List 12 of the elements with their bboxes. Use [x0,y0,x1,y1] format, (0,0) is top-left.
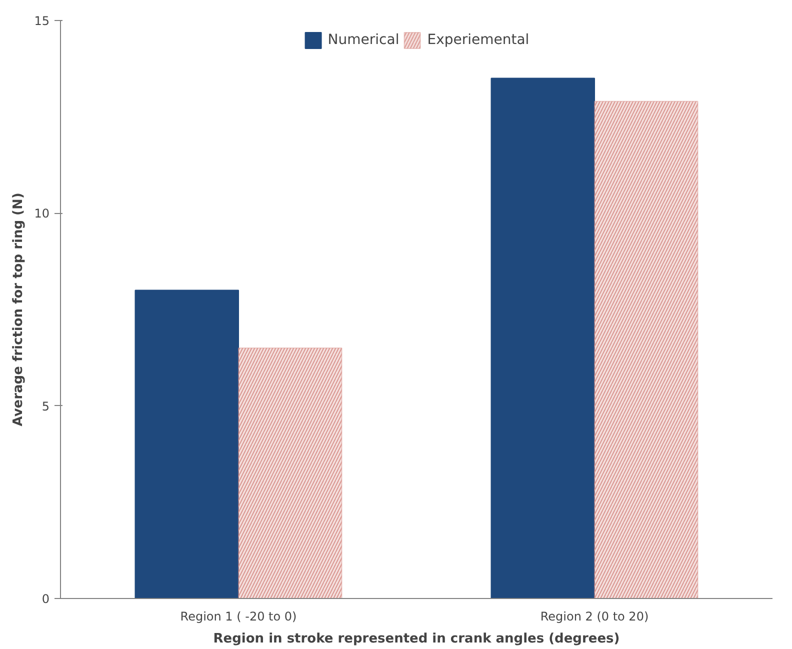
x-axis-title: Region in stroke represented in crank angles (degrees) [213,632,620,646]
x-tick-label: Region 2 (0 to 20) [540,610,649,624]
y-axis-title: Average friction for top ring (N) [11,192,26,426]
y-tick-label: 10 [34,206,50,221]
x-tick-label: Region 1 ( -20 to 0) [180,610,297,624]
bar [490,78,595,598]
y-tick-label: 5 [42,399,50,414]
y-tick-label: 0 [42,592,50,606]
y-tick-label: 15 [34,14,50,28]
legend-label: Numerical [328,32,400,48]
bar [134,290,239,598]
legend-label: Experiemental [427,32,530,48]
